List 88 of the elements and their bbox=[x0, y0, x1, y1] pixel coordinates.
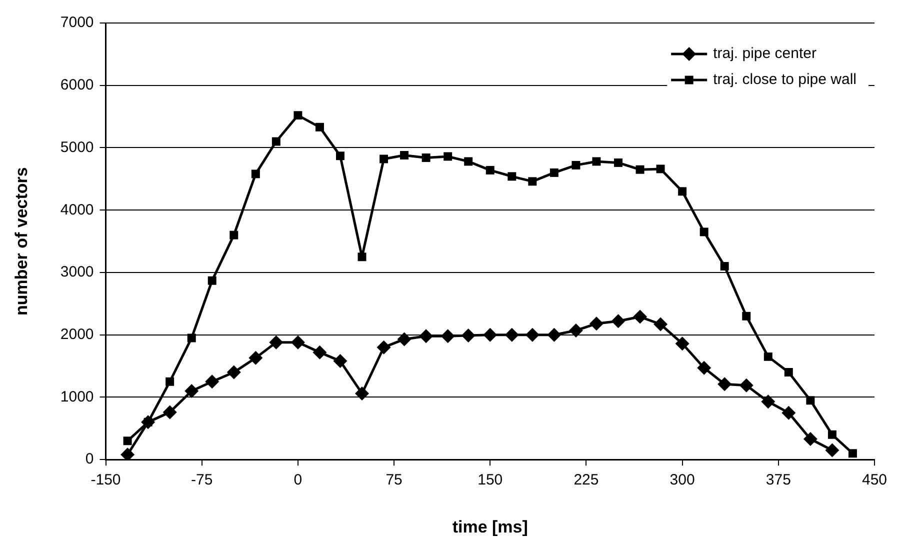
point bbox=[380, 154, 388, 164]
point bbox=[162, 405, 177, 420]
point bbox=[166, 377, 174, 386]
point bbox=[461, 328, 476, 342]
legend-label: traj. close to pipe wall bbox=[713, 71, 856, 88]
point bbox=[720, 262, 729, 270]
point bbox=[248, 350, 263, 365]
x-tick-label: -150 bbox=[90, 472, 121, 489]
point bbox=[336, 152, 344, 160]
point bbox=[678, 187, 687, 196]
point bbox=[700, 228, 708, 236]
point bbox=[654, 317, 668, 332]
point bbox=[656, 164, 665, 174]
point bbox=[187, 334, 196, 342]
point bbox=[525, 328, 540, 342]
x-tick-label: -75 bbox=[191, 472, 213, 489]
point bbox=[592, 157, 601, 166]
y-tick-label: 2000 bbox=[60, 326, 94, 343]
point bbox=[697, 360, 712, 375]
point bbox=[290, 335, 305, 350]
point bbox=[611, 314, 626, 328]
point bbox=[825, 443, 840, 458]
point bbox=[464, 157, 473, 166]
x-tick-label: 450 bbox=[862, 472, 887, 489]
point bbox=[355, 386, 370, 400]
point bbox=[589, 316, 604, 331]
point bbox=[568, 323, 583, 338]
legend-label: traj. pipe center bbox=[713, 45, 816, 62]
point bbox=[483, 328, 498, 342]
point bbox=[400, 150, 409, 160]
point bbox=[528, 177, 537, 186]
point bbox=[272, 137, 280, 146]
point bbox=[784, 368, 793, 377]
point bbox=[742, 312, 751, 320]
point bbox=[333, 354, 348, 368]
x-tick-label: 300 bbox=[670, 472, 695, 489]
point bbox=[508, 172, 516, 181]
point bbox=[636, 165, 644, 174]
point bbox=[803, 432, 818, 446]
y-tick-label: 3000 bbox=[60, 264, 94, 281]
point bbox=[550, 168, 558, 177]
point bbox=[358, 252, 366, 262]
point bbox=[440, 329, 455, 344]
point bbox=[419, 329, 434, 344]
point bbox=[806, 396, 815, 405]
point bbox=[315, 122, 324, 132]
point bbox=[761, 394, 776, 409]
y-tick-label: 1000 bbox=[60, 388, 94, 406]
point bbox=[123, 436, 132, 446]
point bbox=[205, 374, 220, 389]
point bbox=[312, 345, 327, 360]
point bbox=[294, 111, 302, 120]
y-axis-title: number of vectors bbox=[12, 167, 31, 316]
x-tick-label: 225 bbox=[574, 472, 599, 489]
y-tick-label: 6000 bbox=[60, 76, 94, 94]
x-tick-label: 375 bbox=[766, 472, 791, 489]
point bbox=[828, 430, 836, 439]
y-tick-label: 5000 bbox=[60, 138, 94, 156]
point bbox=[184, 384, 199, 398]
point bbox=[376, 340, 391, 354]
point bbox=[675, 336, 690, 351]
point bbox=[208, 276, 216, 285]
point bbox=[547, 328, 562, 342]
point bbox=[120, 448, 135, 460]
point bbox=[422, 153, 430, 162]
point bbox=[764, 352, 772, 361]
point bbox=[614, 158, 622, 167]
x-tick-label: 0 bbox=[294, 472, 302, 489]
point bbox=[718, 377, 732, 392]
y-tick-label: 4000 bbox=[60, 201, 94, 218]
point bbox=[633, 310, 648, 324]
point bbox=[226, 365, 241, 380]
point bbox=[269, 335, 284, 350]
point bbox=[572, 160, 580, 170]
point bbox=[230, 230, 238, 240]
point bbox=[251, 170, 260, 178]
point bbox=[486, 166, 494, 174]
point bbox=[782, 406, 796, 420]
x-tick-label: 75 bbox=[386, 472, 402, 489]
y-tick-label: 0 bbox=[85, 450, 94, 468]
point bbox=[444, 152, 452, 161]
x-tick-label: 150 bbox=[478, 472, 503, 489]
y-tick-label: 7000 bbox=[60, 14, 94, 32]
point bbox=[397, 332, 412, 346]
point bbox=[848, 449, 857, 458]
point bbox=[739, 378, 754, 392]
x-axis-title: time [ms] bbox=[452, 517, 528, 536]
point bbox=[504, 328, 519, 342]
